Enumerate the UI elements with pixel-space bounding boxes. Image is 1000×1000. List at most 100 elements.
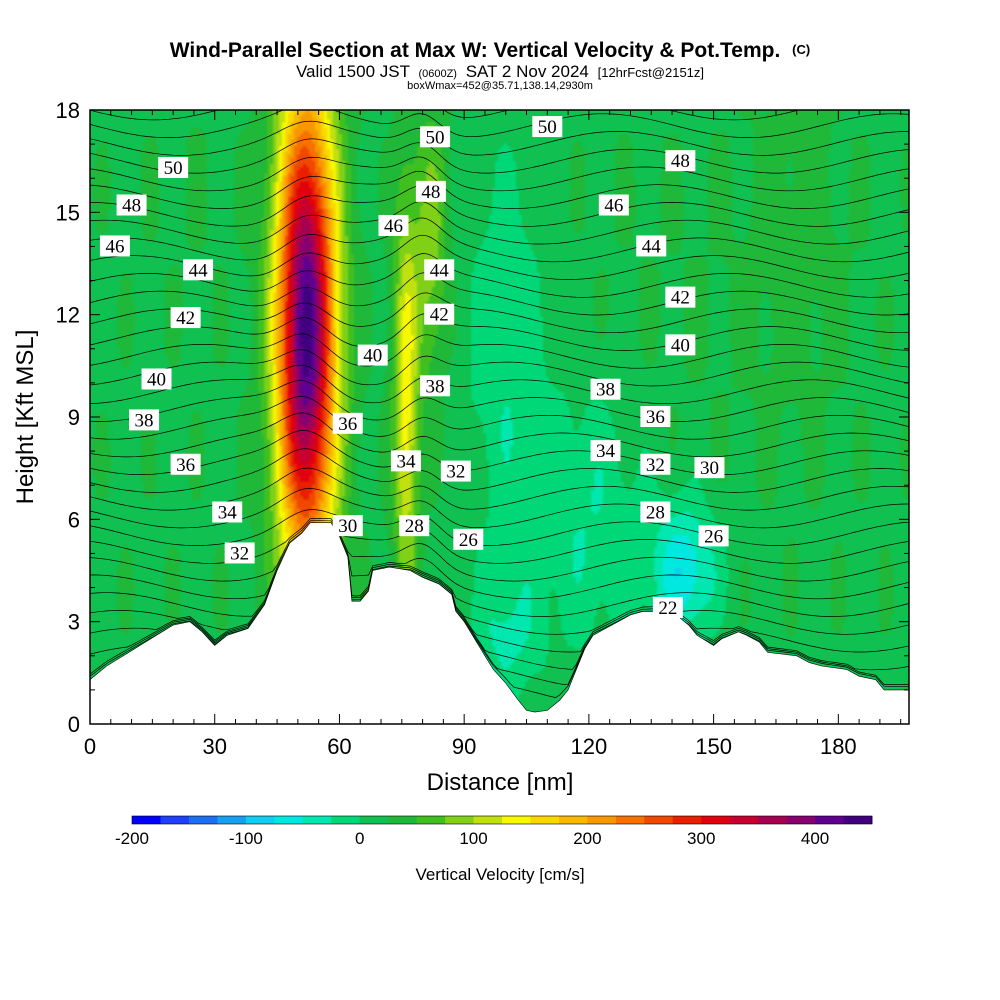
contour-label: 48 [415, 180, 446, 203]
y-tick-label: 18 [56, 98, 80, 123]
x-tick-label: 180 [820, 734, 857, 759]
contour-label: 26 [698, 525, 729, 547]
contour-label-box [440, 460, 471, 482]
colorbar-tick-label: 100 [459, 829, 487, 848]
colorbar-swatch [416, 816, 446, 824]
isentrope-line [90, 201, 909, 245]
isentrope-line [90, 333, 909, 369]
contour-label: 34 [590, 440, 621, 462]
contour-label-text: 44 [189, 260, 209, 281]
contour-label-box [170, 453, 201, 475]
colorbar-swatch [217, 816, 247, 824]
contour-label: 36 [640, 406, 671, 428]
contour-label-box [129, 409, 160, 431]
colorbar-swatch [359, 816, 389, 824]
contour-label: 28 [640, 501, 671, 524]
colorbar-tick-label: -200 [115, 829, 149, 848]
valid-utc: (0600Z) [418, 68, 457, 80]
contour-label-box [183, 259, 214, 281]
contour-label: 30 [332, 515, 363, 537]
isentrope-line [90, 110, 801, 121]
colorbar-swatch [445, 816, 474, 824]
colorbar-swatch [644, 816, 674, 824]
contour-label-text: 50 [538, 117, 557, 138]
isentrope-line [90, 529, 909, 653]
contour-label-text: 44 [642, 236, 662, 257]
contour-label: 48 [665, 150, 696, 172]
colorbar-tick-labels: -200 -100 0 100 200 300 400 [115, 829, 829, 848]
contour-label-text: 34 [396, 451, 416, 472]
contour-label: 40 [357, 344, 388, 367]
contour-label-box [415, 180, 446, 202]
vertical-velocity-field [90, 110, 909, 724]
contour-label: 46 [598, 194, 629, 217]
contour-label: 50 [158, 156, 189, 179]
contour-label: 36 [332, 412, 363, 435]
isentrope-line [90, 170, 909, 209]
colorbar [131, 815, 873, 825]
valid-date: SAT 2 Nov 2024 [466, 62, 589, 81]
contour-label-box [420, 126, 451, 148]
isentrope-line [90, 234, 909, 280]
contour-label-box [694, 457, 725, 479]
contour-label-text: 36 [338, 414, 357, 435]
contour-label-text: 40 [363, 346, 382, 367]
contour-label-box [170, 307, 201, 329]
contour-label-box [332, 515, 363, 537]
colorbar-swatch [758, 816, 788, 824]
isentrope-line [90, 364, 909, 405]
x-tick-label: 150 [695, 734, 732, 759]
isentrope-line [90, 138, 909, 174]
contour-label: 32 [224, 542, 255, 564]
x-axis-ticks: 0 30 60 90 120 150 180 [84, 110, 902, 759]
colorbar-frame [131, 815, 873, 825]
contour-label-box [158, 156, 189, 178]
isentrope-line [90, 253, 909, 298]
svg-text:Valid 1500 JST (0600Z): Valid 1500 JST (0600Z) SAT 2 Nov 2024 [1… [296, 62, 704, 81]
contour-label: 50 [420, 126, 451, 148]
contour-label: 44 [424, 259, 455, 281]
contour-label-box [636, 235, 667, 257]
colorbar-swatch [587, 816, 617, 824]
x-axis-label: Distance [nm] [427, 769, 574, 796]
isentrope-line [90, 412, 909, 458]
contour-label-text: 32 [446, 462, 465, 483]
copyright-mark: (C) [792, 42, 810, 57]
isentrope-line [90, 430, 909, 475]
contour-label: 32 [640, 453, 671, 476]
contour-label: 22 [652, 597, 683, 619]
contour-label: 34 [390, 450, 421, 472]
contour-label: 42 [665, 286, 696, 309]
colorbar-swatch [815, 816, 844, 824]
isentrope-line [90, 292, 909, 334]
contour-label-text: 38 [135, 410, 154, 431]
colorbar-swatch [786, 816, 816, 824]
contour-label-box [640, 406, 671, 427]
contour-label-text: 40 [147, 369, 166, 390]
x-tick-label: 90 [452, 734, 476, 759]
colorbar-tick-label: 0 [355, 829, 364, 848]
isentrope-line [90, 524, 909, 617]
isentrope-line [90, 488, 909, 529]
isentrope-line [90, 156, 909, 192]
contour-label: 50 [532, 116, 563, 138]
colorbar-swatch [274, 816, 304, 824]
contour-label-box [698, 525, 729, 547]
forecast-info: [12hrFcst@2151z] [598, 65, 704, 80]
contour-label-text: 48 [671, 151, 690, 172]
contour-label-box [665, 150, 696, 172]
contour-label: 46 [99, 235, 130, 257]
contour-label-box [665, 334, 696, 356]
contour-label-box [532, 116, 563, 138]
contour-label: 36 [170, 453, 201, 476]
contour-label-box [378, 214, 409, 236]
y-tick-label: 6 [68, 507, 80, 532]
colorbar-tick-label: 200 [573, 829, 601, 848]
isentrope-line [90, 396, 909, 440]
contour-label-box [424, 303, 455, 325]
colorbar-swatch [160, 816, 190, 824]
isentrope-line [90, 110, 909, 138]
contour-label-box [652, 597, 683, 619]
x-tick-label: 30 [202, 734, 226, 759]
